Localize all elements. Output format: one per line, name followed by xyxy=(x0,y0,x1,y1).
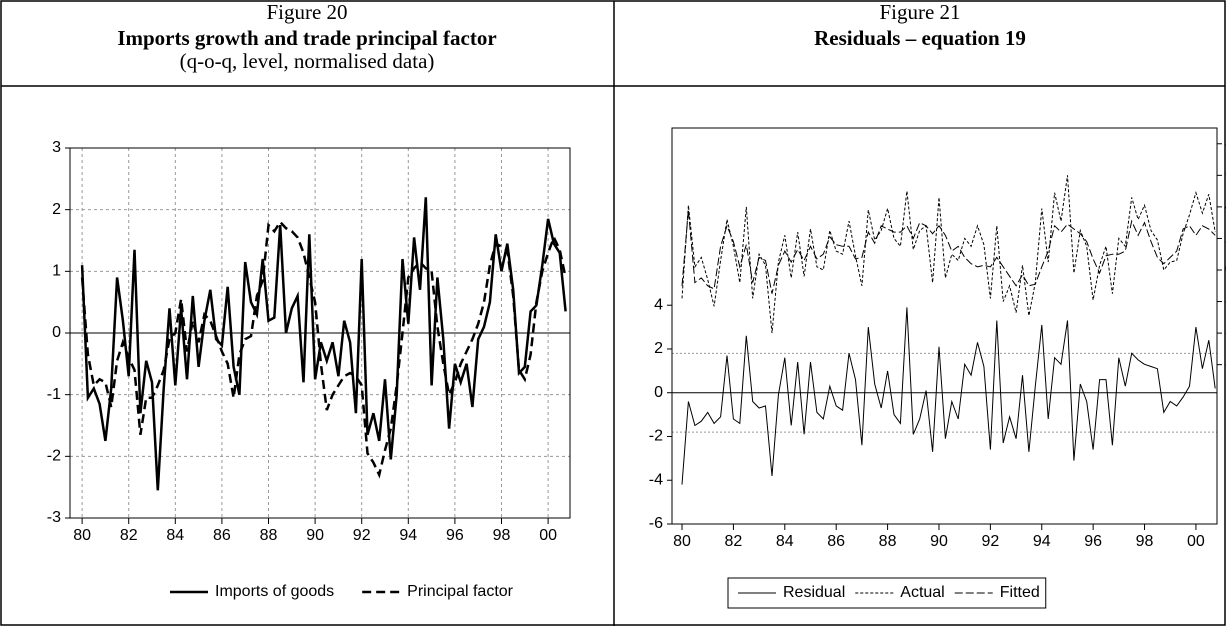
x-tick-label: 96 xyxy=(1084,533,1102,550)
x-tick-label: 88 xyxy=(879,533,897,550)
x-tick-label: 82 xyxy=(725,533,743,550)
figure-title: Residuals – equation 19 xyxy=(814,26,1026,50)
y-tick-label: -2 xyxy=(649,428,663,445)
y-tick-label: -6 xyxy=(649,515,663,532)
x-tick-label: 90 xyxy=(306,527,324,544)
x-tick-label: 80 xyxy=(673,533,691,550)
figure-title: Imports growth and trade principal facto… xyxy=(117,26,496,50)
plot-frame xyxy=(69,147,571,519)
y-tick-label: 2 xyxy=(654,340,663,357)
series-line xyxy=(80,197,567,491)
figure-label: Figure 21 xyxy=(879,0,960,24)
x-tick-label: 80 xyxy=(73,527,91,544)
legend-label: Principal factor xyxy=(407,583,513,600)
series-line xyxy=(681,307,1216,485)
y-tick-label: -3 xyxy=(47,509,61,526)
y-tick-label: 0 xyxy=(52,324,61,341)
series-line xyxy=(681,209,1216,294)
y-tick-label: 4 xyxy=(654,296,663,313)
y-tick-label: -1 xyxy=(47,386,61,403)
x-tick-label: 82 xyxy=(120,527,138,544)
legend-label: Imports of goods xyxy=(215,583,334,600)
figure-subtitle: (q-o-q, level, normalised data) xyxy=(180,49,435,73)
x-tick-label: 00 xyxy=(1187,533,1205,550)
y-tick-label: 3 xyxy=(52,139,61,156)
x-tick-label: 86 xyxy=(213,527,231,544)
series-line xyxy=(80,219,567,479)
y-tick-label: 2 xyxy=(52,201,61,218)
y-tick-label: -4 xyxy=(649,471,663,488)
x-tick-label: 96 xyxy=(446,527,464,544)
legend-label: Actual xyxy=(900,584,944,601)
x-tick-label: 84 xyxy=(166,527,184,544)
x-tick-label: 84 xyxy=(776,533,794,550)
legend-label: Fitted xyxy=(1000,584,1040,601)
plot-frame xyxy=(671,127,1218,525)
x-tick-label: 90 xyxy=(930,533,948,550)
x-tick-label: 94 xyxy=(1033,533,1051,550)
legend-box xyxy=(727,577,1047,609)
x-tick-label: 98 xyxy=(493,527,511,544)
y-tick-label: 0 xyxy=(654,384,663,401)
x-tick-label: 98 xyxy=(1136,533,1154,550)
figure-label: Figure 20 xyxy=(266,0,347,24)
series-line xyxy=(681,175,1216,334)
x-tick-label: 92 xyxy=(353,527,371,544)
y-tick-label: -2 xyxy=(47,448,61,465)
legend-label: Residual xyxy=(783,584,845,601)
x-tick-label: 92 xyxy=(981,533,999,550)
x-tick-label: 88 xyxy=(260,527,278,544)
y-tick-label: 1 xyxy=(52,263,61,280)
x-tick-label: 94 xyxy=(399,527,417,544)
x-tick-label: 00 xyxy=(539,527,557,544)
x-tick-label: 86 xyxy=(827,533,845,550)
